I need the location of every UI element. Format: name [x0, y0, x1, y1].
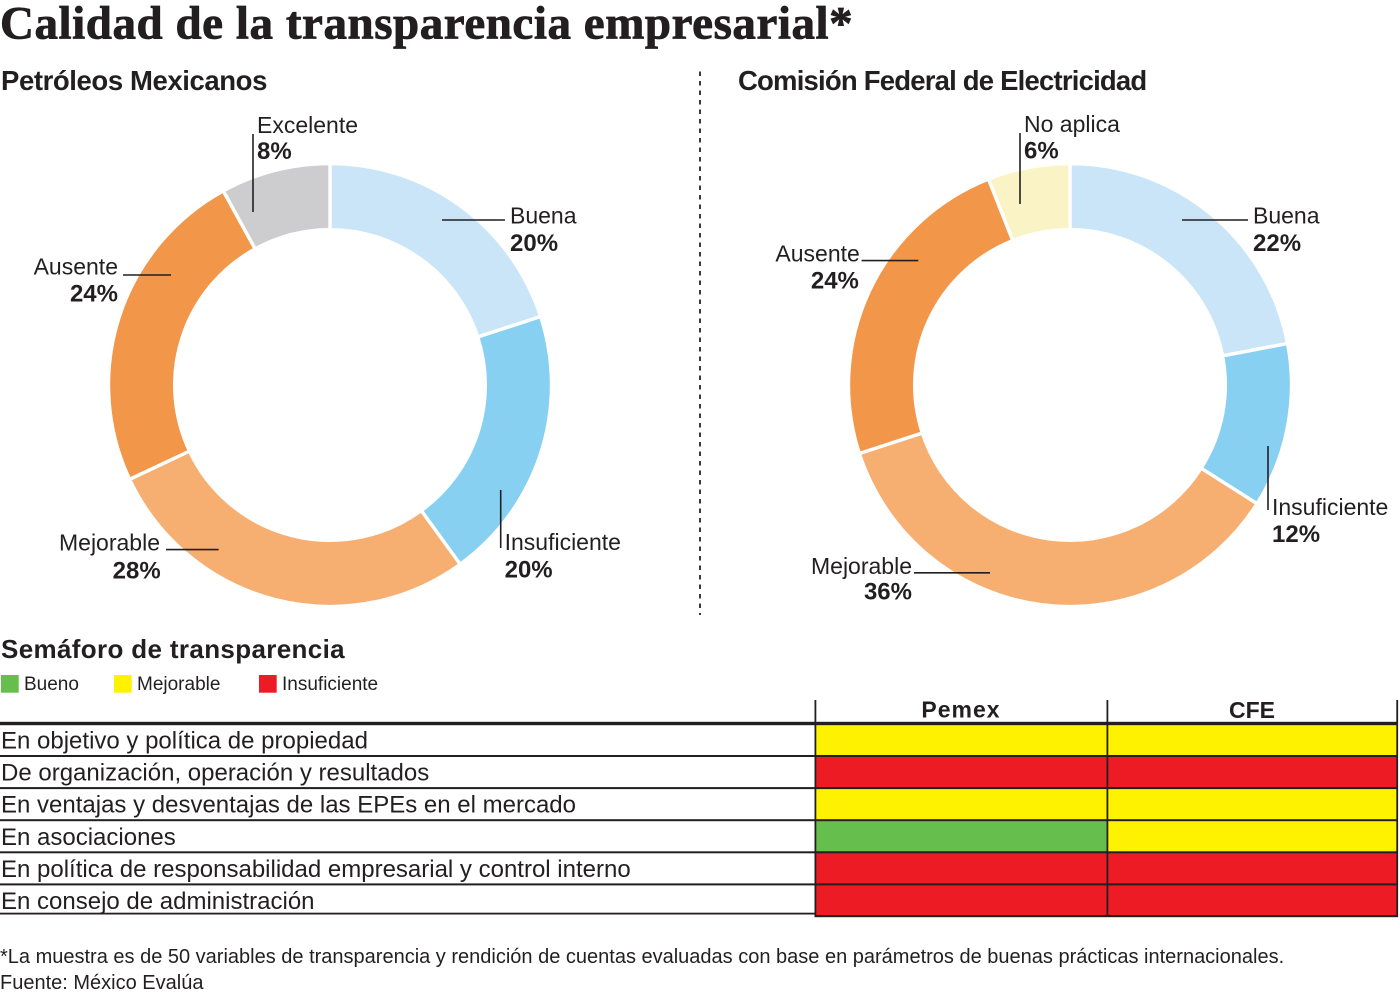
svg-text:Insuficiente: Insuficiente [1272, 494, 1388, 520]
svg-text:En consejo de administración: En consejo de administración [1, 888, 315, 915]
svg-text:CFE: CFE [1229, 697, 1275, 723]
svg-text:Comisión Federal de Electricid: Comisión Federal de Electricidad [738, 65, 1146, 96]
svg-text:Mejorable: Mejorable [59, 530, 160, 556]
svg-text:En ventajas y desventajas de l: En ventajas y desventajas de las EPEs en… [1, 792, 576, 819]
svg-text:Bueno: Bueno [24, 674, 79, 695]
svg-text:Petróleos Mexicanos: Petróleos Mexicanos [1, 65, 267, 96]
svg-text:Calidad de la transparencia em: Calidad de la transparencia empresarial* [0, 0, 853, 50]
svg-text:24%: 24% [811, 268, 859, 295]
svg-text:Fuente: México Evalúa: Fuente: México Evalúa [0, 972, 204, 992]
svg-text:22%: 22% [1253, 230, 1301, 257]
svg-text:12%: 12% [1272, 521, 1320, 548]
svg-text:Mejorable: Mejorable [811, 553, 912, 579]
svg-text:24%: 24% [70, 281, 118, 308]
svg-text:En objetivo y política de prop: En objetivo y política de propiedad [1, 728, 368, 755]
svg-text:Ausente: Ausente [34, 254, 118, 280]
svg-text:Insuficiente: Insuficiente [505, 529, 621, 555]
svg-text:20%: 20% [505, 557, 553, 584]
svg-text:Insuficiente: Insuficiente [282, 674, 378, 695]
svg-text:No aplica: No aplica [1024, 111, 1120, 137]
svg-text:Semáforo de transparencia: Semáforo de transparencia [1, 634, 345, 664]
svg-text:Buena: Buena [1253, 202, 1320, 228]
svg-text:En asociaciones: En asociaciones [1, 824, 176, 851]
svg-text:6%: 6% [1024, 137, 1059, 164]
svg-text:*La muestra es de 50 variables: *La muestra es de 50 variables de transp… [0, 946, 1284, 968]
svg-text:Excelente: Excelente [257, 112, 358, 138]
svg-text:36%: 36% [864, 579, 912, 606]
svg-text:28%: 28% [113, 558, 161, 585]
svg-text:En política de responsabilidad: En política de responsabilidad empresari… [1, 856, 631, 883]
svg-text:Mejorable: Mejorable [137, 674, 220, 695]
svg-text:Pemex: Pemex [921, 697, 1000, 723]
svg-text:20%: 20% [510, 230, 558, 257]
svg-text:Buena: Buena [510, 202, 577, 228]
svg-text:Ausente: Ausente [775, 241, 859, 267]
svg-text:8%: 8% [257, 138, 292, 165]
svg-text:De organización, operación y r: De organización, operación y resultados [1, 760, 429, 787]
